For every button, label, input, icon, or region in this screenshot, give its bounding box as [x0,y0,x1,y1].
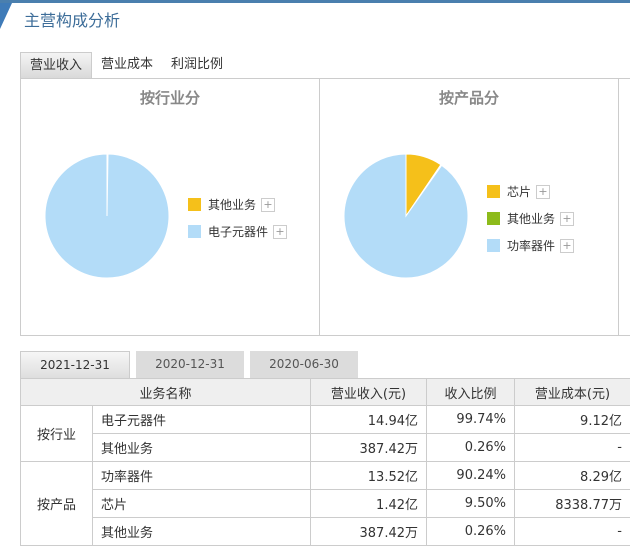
cell-ratio: 99.74% [426,405,515,434]
legend-swatch [188,225,201,238]
pie-slice[interactable] [343,153,469,279]
legend-label: 其他业务 [208,198,257,212]
divider [319,79,320,335]
legend-label: 电子元器件 [208,225,269,239]
legend-label: 功率器件 [507,239,556,253]
cell-ratio: 9.50% [426,489,515,518]
cell-cost: - [514,433,630,462]
cell-revenue: 14.94亿 [310,405,427,434]
table-row: 其他业务 387.42万 0.26% - [21,517,630,546]
legend-item[interactable]: 其他业务 + [487,205,575,232]
pie-chart-product [343,153,469,279]
pie-chart-industry [44,153,170,279]
cell-revenue: 13.52亿 [310,461,427,490]
cell-cost: 8338.77万 [514,489,630,518]
cell-ratio: 90.24% [426,461,515,490]
cell-revenue: 387.42万 [310,433,427,462]
legend-item[interactable]: 电子元器件 + [188,218,288,245]
header-cost: 营业成本(元) [514,378,630,406]
section-title: 主营构成分析 [24,11,121,30]
legend-product: 芯片 + 其他业务 + 功率器件 + [487,178,575,259]
header-business: 业务名称 [20,378,311,406]
legend-swatch [487,185,500,198]
metric-tabs: 营业收入 营业成本 利润比例 [20,52,232,79]
legend-item[interactable]: 芯片 + [487,178,574,205]
legend-item[interactable]: 其他业务 + [188,191,287,218]
composition-table: 业务名称 营业收入(元) 收入比例 营业成本(元) 按行业 电子元器件 14.94亿… [20,378,630,546]
header-revenue: 营业收入(元) [310,378,427,406]
cell-revenue: 1.42亿 [310,489,427,518]
cell-revenue: 387.42万 [310,517,427,546]
cell-business-name: 芯片 [92,489,311,518]
expand-plus-icon[interactable]: + [560,211,575,226]
table-row: 按产品 功率器件 13.52亿 90.24% 8.29亿 [20,461,630,546]
cell-business-name: 功率器件 [92,461,311,490]
expand-plus-icon[interactable]: + [536,184,551,199]
charts-panel: 按行业分 按产品分 其他业务 + 电子元器件 + 芯片 + 其他业务 + 功率器件 + [20,78,630,336]
legend-swatch [487,239,500,252]
legend-industry: 其他业务 + 电子元器件 + [188,191,288,245]
group-label: 按行业 [20,405,93,462]
header-corner [0,3,12,29]
cell-cost: 9.12亿 [514,405,630,434]
table-row: 芯片 1.42亿 9.50% 8338.77万 [21,489,630,518]
expand-plus-icon[interactable]: + [560,238,575,253]
date-tab-2020-06-30[interactable]: 2020-06-30 [250,351,358,378]
legend-label: 其他业务 [507,212,556,226]
chart-title-industry: 按行业分 [139,89,200,107]
cell-business-name: 电子元器件 [92,405,311,434]
divider [618,79,619,335]
table-row: 按行业 电子元器件 14.94亿 99.74% 9.12亿 [20,405,630,462]
header-ratio: 收入比例 [426,378,515,406]
header-line [0,0,630,3]
group-label: 按产品 [20,461,93,546]
legend-swatch [188,198,201,211]
pie-slice[interactable] [44,153,170,279]
legend-swatch [487,212,500,225]
tab-cost[interactable]: 营业成本 [101,57,154,72]
legend-label: 芯片 [507,185,532,199]
cell-cost: 8.29亿 [514,461,630,490]
cell-cost: - [514,517,630,546]
cell-business-name: 其他业务 [92,517,311,546]
date-tab-2021-12-31[interactable]: 2021-12-31 [20,351,130,379]
tab-profit-ratio[interactable]: 利润比例 [171,57,224,72]
date-tabs: 2021-12-31 2020-12-31 2020-06-30 [20,351,358,379]
expand-plus-icon[interactable]: + [273,224,288,239]
cell-ratio: 0.26% [426,517,515,546]
chart-title-product: 按产品分 [438,89,499,107]
legend-item[interactable]: 功率器件 + [487,232,575,259]
table-header: 业务名称 营业收入(元) 收入比例 营业成本(元) [20,378,630,406]
tab-revenue[interactable]: 营业收入 [20,52,93,79]
expand-plus-icon[interactable]: + [261,197,276,212]
date-tab-2020-12-31[interactable]: 2020-12-31 [136,351,244,378]
cell-business-name: 其他业务 [92,433,311,462]
cell-ratio: 0.26% [426,433,515,462]
table-row: 其他业务 387.42万 0.26% - [21,433,630,462]
